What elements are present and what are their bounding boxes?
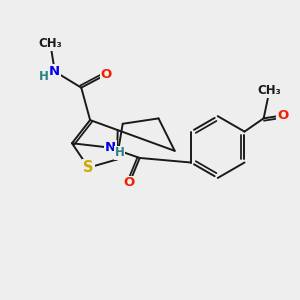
Text: O: O	[277, 109, 288, 122]
Text: N: N	[49, 65, 60, 78]
Text: O: O	[124, 176, 135, 190]
Text: CH₃: CH₃	[258, 84, 281, 97]
Text: H: H	[115, 146, 124, 160]
Text: O: O	[101, 68, 112, 81]
Text: CH₃: CH₃	[38, 37, 62, 50]
Text: H: H	[39, 70, 49, 83]
Text: S: S	[83, 160, 94, 175]
Text: N: N	[105, 141, 116, 154]
